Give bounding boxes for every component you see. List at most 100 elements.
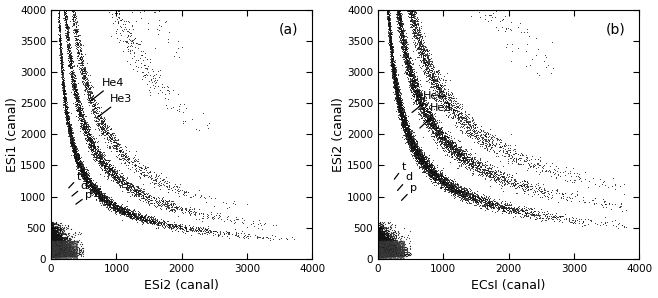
Point: [374, 229, 384, 234]
Point: [57, 253, 67, 258]
Point: [63, 26, 74, 30]
Point: [539, 186, 549, 190]
Point: [55, 253, 66, 258]
Point: [399, 249, 409, 253]
Point: [59, 240, 70, 245]
Point: [99, 203, 110, 207]
Point: [564, 194, 574, 199]
Point: [47, 251, 57, 256]
Point: [373, 237, 384, 242]
Point: [99, 122, 110, 127]
Point: [478, 163, 488, 167]
Point: [377, 253, 388, 258]
Point: [130, 214, 141, 219]
Point: [54, 249, 64, 253]
Point: [117, 152, 128, 156]
Point: [400, 59, 411, 64]
Point: [76, 164, 87, 169]
Point: [381, 247, 392, 252]
Point: [51, 253, 62, 257]
Point: [56, 55, 66, 60]
Point: [65, 255, 76, 260]
Point: [72, 157, 82, 162]
Point: [48, 253, 59, 258]
Point: [374, 253, 385, 257]
Point: [392, 249, 403, 254]
Point: [386, 238, 396, 243]
Point: [388, 74, 399, 79]
Point: [84, 142, 94, 146]
Point: [409, 85, 419, 89]
Point: [53, 254, 63, 259]
Point: [374, 252, 385, 257]
Point: [374, 252, 384, 257]
Point: [46, 252, 57, 257]
Point: [384, 41, 395, 46]
Point: [488, 173, 498, 178]
Point: [377, 237, 388, 242]
Point: [158, 199, 168, 204]
Point: [432, 119, 442, 124]
Point: [50, 251, 61, 256]
Point: [47, 246, 58, 251]
Point: [46, 254, 57, 259]
Point: [432, 75, 443, 80]
Point: [373, 253, 384, 257]
Point: [376, 233, 386, 238]
Point: [381, 248, 392, 252]
Point: [386, 44, 397, 48]
Point: [380, 252, 390, 256]
Point: [374, 245, 384, 250]
Point: [376, 244, 387, 249]
Point: [56, 250, 66, 255]
Point: [386, 39, 396, 44]
Point: [373, 249, 384, 253]
Point: [72, 62, 83, 67]
Point: [51, 246, 61, 250]
Point: [47, 248, 57, 252]
Point: [51, 247, 61, 252]
Point: [391, 246, 401, 251]
Point: [47, 251, 57, 256]
Point: [416, 155, 426, 160]
Point: [443, 135, 454, 140]
Point: [376, 243, 386, 248]
Point: [392, 98, 403, 103]
Point: [61, 253, 72, 258]
Point: [376, 242, 387, 247]
Point: [400, 127, 411, 132]
Point: [48, 251, 59, 255]
Point: [396, 250, 407, 255]
Point: [397, 241, 407, 246]
Point: [50, 250, 61, 254]
Point: [374, 245, 384, 249]
Point: [47, 249, 57, 254]
Point: [47, 247, 58, 252]
Point: [47, 252, 58, 257]
Point: [147, 175, 157, 180]
Point: [376, 234, 386, 239]
Point: [385, 251, 395, 256]
Point: [63, 250, 74, 255]
Point: [159, 219, 169, 224]
Point: [175, 206, 186, 211]
Point: [453, 189, 463, 193]
Point: [422, 164, 433, 169]
Point: [383, 251, 393, 256]
Point: [66, 134, 76, 138]
Point: [47, 251, 57, 256]
Point: [439, 109, 449, 114]
Point: [102, 166, 113, 171]
Point: [374, 247, 385, 252]
Point: [56, 253, 66, 258]
Point: [398, 122, 409, 126]
Point: [99, 116, 109, 121]
Point: [375, 253, 386, 258]
Point: [53, 250, 64, 254]
Point: [46, 253, 57, 258]
Point: [380, 252, 390, 257]
Point: [49, 247, 59, 252]
Point: [46, 249, 57, 254]
Point: [67, 250, 78, 255]
Point: [84, 86, 94, 90]
